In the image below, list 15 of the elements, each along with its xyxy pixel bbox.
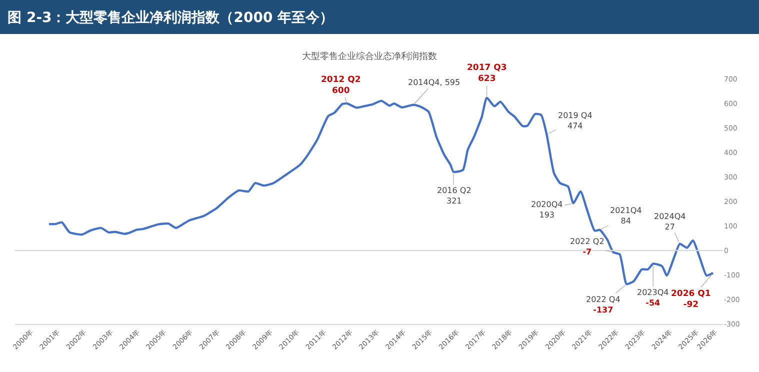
annotation: 2023Q4 -54	[637, 288, 669, 308]
annotation: 2022 Q2 -7	[570, 237, 604, 256]
annotation: 2026 Q1 -92	[671, 289, 711, 310]
chart-title: 图 2-3：大型零售企业净利润指数（2000 年至今）	[8, 8, 334, 26]
annotation: 2014Q4, 595	[408, 78, 460, 87]
line-series	[48, 96, 714, 286]
annotation: 2020Q4 193	[531, 200, 563, 220]
annotation: 2019 Q4 474	[558, 111, 592, 130]
annotation: 2021Q4 84	[610, 206, 642, 226]
annotation: 2016 Q2 321	[437, 186, 472, 206]
annotation: 2017 Q3 623	[467, 63, 507, 84]
annotation: 2012 Q2 600	[321, 75, 361, 96]
annotation: 2022 Q4 -137	[586, 295, 620, 314]
annotation: 2024Q4 27	[654, 212, 686, 232]
chart-subtitle: 大型零售企业综合业态净利润指数	[302, 51, 437, 62]
